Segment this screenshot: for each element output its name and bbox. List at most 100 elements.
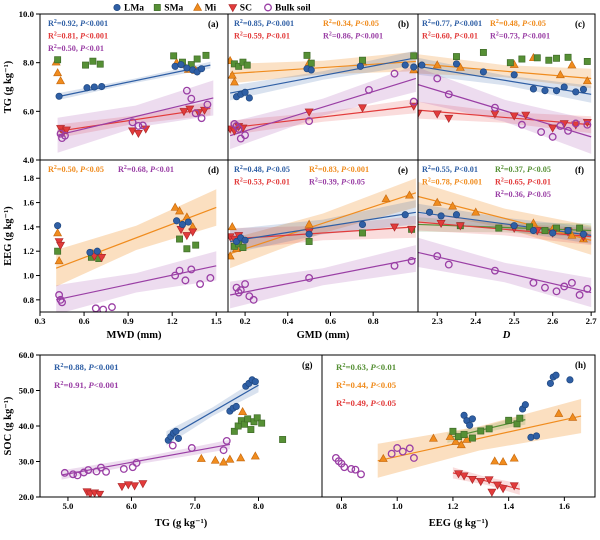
scatter-point-SMa — [305, 238, 313, 245]
scatter-point-Bulk — [548, 132, 557, 141]
confidence-band-Bulk — [56, 251, 217, 312]
scatter-point-Bulk — [347, 465, 356, 473]
scatter-point-Mi — [498, 457, 508, 466]
scatter-point-Mi — [53, 228, 63, 237]
x-tick-label: 1.2 — [447, 501, 459, 511]
scatter-point-Bulk — [393, 444, 402, 452]
stats-annotation-Bulk: R2=0.86, P<0.001 — [323, 32, 383, 41]
scatter-point-LMa — [307, 66, 315, 74]
scatter-point-LMa — [560, 83, 568, 91]
scatter-point-SMa — [359, 229, 366, 237]
scatter-point-Bulk — [84, 466, 93, 474]
scatter-point-SC — [459, 472, 469, 481]
scatter-point-LMa — [83, 84, 91, 92]
regression-line-Bulk — [230, 257, 416, 296]
scatter-point-Mi — [219, 457, 229, 466]
regression-line-SC — [230, 105, 416, 129]
scatter-point-SMa — [170, 52, 178, 60]
scatter-point-LMa — [198, 65, 206, 73]
scatter-point-SMa — [541, 227, 549, 234]
scatter-point-SMa — [279, 436, 287, 443]
scatter-point-SMa — [533, 54, 541, 62]
scatter-point-LMa — [174, 434, 183, 442]
scatter-point-LMa — [510, 71, 518, 79]
scatter-point-Bulk — [219, 446, 228, 455]
scatter-point-SC — [418, 110, 423, 119]
scatter-point-SC — [188, 228, 198, 237]
scatter-point-Bulk — [351, 465, 360, 474]
y-tick-label: 1.0 — [23, 271, 35, 281]
scatter-point-Bulk — [491, 266, 499, 275]
scatter-point-Mi — [210, 455, 220, 464]
scatter-point-SC — [571, 121, 581, 130]
stats-annotation-LMa: R2=0.77, P<0.001 — [422, 19, 482, 28]
x-tick-label: 1.5 — [211, 316, 223, 326]
panel-f: R2=0.55, P<0.01 R2=0.37, P<0.05 R2=0.78, P… — [417, 159, 598, 341]
scatter-point-LMa — [452, 211, 461, 219]
scatter-point-Bulk — [132, 458, 141, 467]
scatter-point-SMa — [307, 59, 315, 67]
stats-annotation-Bulk: R2=0.91, P<0.001 — [54, 380, 119, 390]
scatter-point-LMa — [241, 236, 249, 244]
panel-a: R2=0.92, P<0.001 R2=0.81, P<0.001 R2=0.50,… — [19, 9, 229, 165]
x-tick-label: 1.4 — [503, 501, 515, 511]
scatter-point-Bulk — [491, 103, 499, 112]
y-tick-label: 50.0 — [19, 386, 35, 396]
scatter-point-SMa — [183, 245, 191, 253]
scatter-point-SC — [455, 222, 465, 231]
scatter-point-Bulk — [398, 447, 407, 456]
scatter-point-SMa — [235, 62, 243, 70]
scatter-point-SC — [487, 488, 497, 497]
panel-corner-label: (e) — [398, 165, 408, 175]
stats-annotation-Mi: R2=0.48, P<0.05 — [490, 19, 546, 28]
y-tick-label: 60.0 — [19, 350, 35, 360]
y-tick-label: 0.8 — [23, 295, 35, 305]
scatter-point-SMa — [453, 53, 460, 61]
scatter-point-SMa — [516, 414, 524, 422]
scatter-point-SMa — [506, 59, 514, 67]
scatter-point-LMa — [579, 85, 588, 93]
scatter-point-SC — [61, 126, 71, 135]
scatter-point-LMa — [232, 402, 240, 411]
scatter-point-LMa — [54, 222, 62, 230]
stats-annotation-SC: R2=0.65, P<0.01 — [495, 178, 551, 187]
scatter-point-Bulk — [444, 260, 453, 269]
scatter-point-Mi — [567, 60, 577, 69]
scatter-point-LMa — [546, 379, 554, 387]
y-tick-label: 10.0 — [19, 9, 35, 19]
scatter-point-SC — [133, 129, 143, 139]
scatter-point-SMa — [468, 434, 476, 442]
scatter-point-LMa — [452, 60, 461, 68]
scatter-point-LMa — [579, 230, 588, 238]
scatter-point-SC — [467, 476, 477, 485]
x-tick-label: 2.7 — [586, 316, 598, 326]
scatter-point-SC — [130, 482, 140, 491]
scatter-point-LMa — [541, 87, 549, 95]
scatter-point-SMa — [303, 51, 311, 59]
scatter-point-Bulk — [206, 274, 215, 282]
scatter-point-LMa — [178, 220, 187, 228]
scatter-point-SC — [185, 105, 195, 114]
x-tick-label: 0.8 — [368, 316, 380, 326]
scatter-point-SMa — [176, 235, 183, 243]
scatter-point-Mi — [54, 256, 64, 265]
scatter-point-SMa — [505, 416, 513, 424]
scatter-point-SMa — [359, 56, 366, 64]
scatter-point-SMa — [553, 54, 560, 62]
scatter-point-LMa — [172, 427, 180, 435]
scatter-point-Bulk — [387, 449, 396, 458]
scatter-point-Bulk — [61, 131, 69, 140]
scatter-point-Mi — [304, 219, 314, 228]
panel-corner-label: (g) — [302, 360, 313, 370]
stats-annotation-Bulk: R2=0.50, P<0.01 — [48, 44, 104, 53]
stats-annotation-Mi: R2=0.34, P<0.05 — [323, 19, 379, 28]
scatter-point-Bulk — [517, 120, 526, 129]
scatter-point-Bulk — [390, 69, 399, 78]
scatter-point-LMa — [468, 415, 476, 423]
panel-b: R2=0.85, P<0.001 R2=0.34, P<0.05 R2=0.59, … — [227, 13, 419, 161]
scatter-point-SC — [304, 108, 314, 117]
stats-annotation-SC: R2=0.60, P<0.01 — [422, 32, 478, 41]
scatter-point-Bulk — [537, 128, 546, 136]
scatter-point-LMa — [552, 371, 560, 379]
scatter-point-Mi — [456, 439, 466, 449]
